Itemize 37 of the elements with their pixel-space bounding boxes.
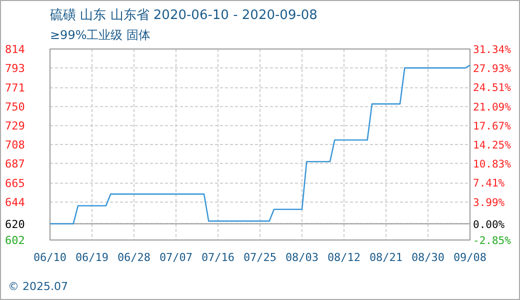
y-tick-label: 644 <box>5 196 26 210</box>
y-tick-label: 602 <box>5 234 25 247</box>
y-tick-label: 708 <box>5 138 25 152</box>
y2-tick-label: -2.85% <box>473 235 512 247</box>
text: © 2025.07 <box>8 280 68 293</box>
y2-tick-label: 21.09% <box>473 101 512 114</box>
y-tick-label: 814 <box>5 43 26 56</box>
y-tick-label: 750 <box>5 100 25 114</box>
x-tick-label: 08/21 <box>369 251 403 264</box>
y-tick-label: 687 <box>5 157 25 170</box>
x-tick-label: 08/30 <box>411 251 445 264</box>
y2-tick-label: 17.67% <box>473 120 512 132</box>
x-tick-label: 07/25 <box>243 251 277 264</box>
x-tick-label: 06/10 <box>33 251 67 264</box>
x-tick-label: 07/16 <box>201 251 235 264</box>
y-tick-label: 771 <box>5 82 25 95</box>
y-tick-label: 665 <box>5 177 25 190</box>
y-tick-label: 729 <box>5 120 25 133</box>
chart-title: 硫磺 山东 山东省 2020-06-10 - 2020-09-08 <box>50 8 318 23</box>
y2-tick-label: 0.00% <box>473 219 506 232</box>
x-tick-label: 08/12 <box>327 251 361 264</box>
y-tick-label: 620 <box>5 218 25 231</box>
x-tick-label: 06/19 <box>75 251 109 264</box>
y2-tick-label: 3.99% <box>473 196 506 209</box>
y2-tick-label: 7.41% <box>473 178 506 190</box>
line-series <box>49 64 471 224</box>
y2-tick-label: 31.34% <box>473 44 512 56</box>
y2-tick-label: 14.25% <box>473 139 512 152</box>
x-tick-label: 09/08 <box>453 251 487 264</box>
x-tick-label: 08/03 <box>285 251 319 264</box>
y2-tick-label: 24.51% <box>473 82 512 94</box>
y2-tick-label: 10.83% <box>473 158 512 171</box>
chart-subtitle: ≥99%工业级 固体 <box>50 28 151 42</box>
x-tick-label: 06/28 <box>117 251 151 264</box>
y-tick-label: 793 <box>5 62 25 75</box>
x-tick-label: 07/07 <box>159 251 193 264</box>
y2-tick-label: 27.93% <box>473 63 512 76</box>
